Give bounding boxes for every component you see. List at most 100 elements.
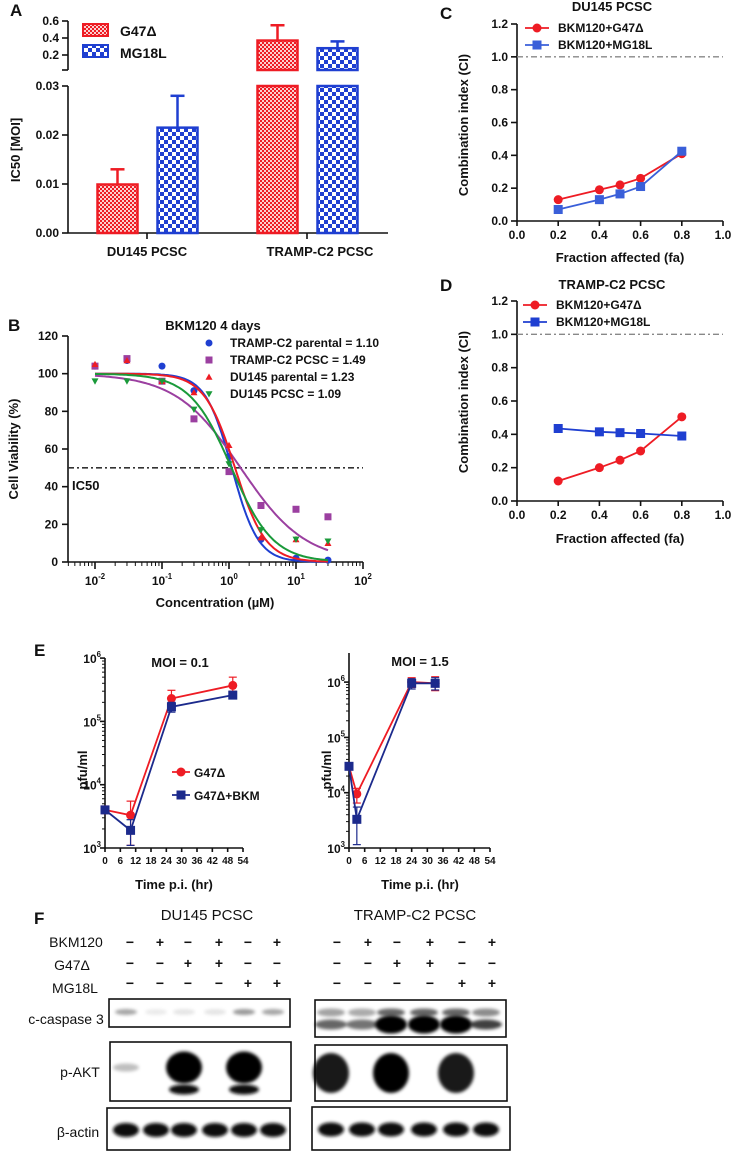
condition-sign: − — [426, 975, 434, 991]
data-point — [615, 428, 625, 438]
x-tick-label: 6 — [362, 856, 368, 867]
data-point — [190, 406, 198, 413]
data-point — [126, 825, 136, 835]
y-tick-label: 100 — [38, 367, 58, 381]
y-tick-label: 106 — [327, 674, 345, 690]
data-point — [225, 468, 233, 476]
data-point — [636, 429, 646, 438]
data-point — [352, 789, 362, 799]
y-tick-label: 40 — [45, 480, 59, 494]
panel-c-legend-label: BKM120+MG18L — [558, 38, 652, 52]
data-point — [594, 427, 604, 437]
blot-row-label: β-actin — [57, 1124, 99, 1140]
x-tick-label: 42 — [453, 856, 465, 867]
condition-sign: − — [126, 934, 134, 950]
condition-sign: − — [333, 955, 341, 971]
band — [202, 1123, 228, 1137]
band — [169, 1084, 199, 1095]
x-tick-label: 24 — [406, 856, 418, 867]
data-point — [225, 461, 233, 468]
data-point — [615, 189, 625, 199]
panel-letter-c: C — [440, 4, 452, 23]
condition-sign: − — [244, 955, 252, 971]
y-tick-label: 103 — [327, 840, 345, 856]
condition-sign: − — [126, 975, 134, 991]
legend-marker — [530, 300, 540, 310]
x-tick-label: 54 — [237, 856, 249, 867]
condition-sign: + — [426, 934, 434, 950]
x-tick-label: 1.0 — [715, 228, 732, 242]
legend-marker — [532, 40, 542, 50]
condition-sign: + — [156, 934, 164, 950]
blot-row-label: c-caspase 3 — [28, 1011, 104, 1027]
y-tick-label: 105 — [327, 729, 345, 745]
panel-letter-f: F — [34, 909, 44, 928]
panel-d-ylabel: Combination index (CI) — [456, 331, 471, 473]
band — [373, 1053, 409, 1093]
blot-frame — [108, 998, 291, 1028]
fit-curve — [95, 372, 329, 563]
y-tick-label: 103 — [83, 840, 101, 856]
legend-marker — [205, 391, 213, 398]
bar — [156, 126, 199, 235]
x-tick-label: 48 — [222, 856, 234, 867]
data-point — [158, 362, 166, 370]
condition-sign: + — [215, 934, 223, 950]
band — [315, 1019, 347, 1030]
condition-sign: − — [458, 934, 466, 950]
panel-b-xlabel: Concentration (µM) — [156, 595, 275, 610]
panel-letter-e: E — [34, 641, 45, 660]
panel-a-ylabel: IC50 [MOI] — [8, 118, 23, 182]
condition-sign: + — [364, 934, 372, 950]
band — [472, 1008, 500, 1017]
data-point — [158, 378, 166, 385]
data-point — [677, 431, 687, 441]
x-tick-label: 102 — [354, 572, 372, 588]
x-tick-label: 54 — [484, 856, 496, 867]
y-tick-label: 0.2 — [42, 48, 59, 62]
x-tick-label: 36 — [437, 856, 449, 867]
y-tick-label: 0.2 — [491, 461, 508, 475]
condition-sign: + — [488, 975, 496, 991]
band — [438, 1053, 474, 1093]
x-tick-label: 10-2 — [85, 572, 106, 588]
band — [173, 1009, 195, 1015]
condition-sign: − — [184, 934, 192, 950]
y-tick-label: 0 — [51, 555, 58, 569]
band — [375, 1015, 407, 1034]
panel-d-legend-label: BKM120+MG18L — [556, 315, 650, 329]
legend-marker — [205, 356, 213, 364]
data-point — [257, 534, 265, 541]
condition-sign: + — [273, 975, 281, 991]
blot-frame — [314, 999, 507, 1038]
condition-sign: + — [488, 934, 496, 950]
panel-letter-a: A — [10, 1, 22, 20]
band — [317, 1008, 345, 1017]
condition-sign: − — [333, 934, 341, 950]
x-tick-label: 42 — [207, 856, 219, 867]
x-tick-label: 24 — [161, 856, 173, 867]
band — [408, 1015, 440, 1034]
bar — [316, 46, 359, 72]
y-tick-label: 0.8 — [491, 361, 508, 375]
panel-letter-b: B — [8, 316, 20, 335]
bar — [96, 183, 139, 235]
legend-marker — [176, 790, 186, 800]
fit-curve — [94, 374, 329, 552]
y-tick-label: 0.00 — [36, 226, 60, 240]
data-point — [190, 415, 198, 423]
chart-marks: 0.000.010.020.030.20.40.6020406080100120… — [36, 14, 732, 1151]
data-point — [594, 185, 604, 195]
x-tick-label: 30 — [422, 856, 434, 867]
band — [411, 1122, 437, 1137]
y-tick-label: 0.01 — [36, 177, 60, 191]
y-tick-label: 80 — [45, 404, 59, 418]
series-line — [104, 684, 233, 817]
legend-marker — [205, 339, 213, 347]
data-point — [430, 678, 440, 688]
panel-c-xlabel: Fraction affected (fa) — [556, 250, 685, 265]
data-point — [91, 378, 99, 385]
y-tick-label: 0.6 — [42, 14, 59, 28]
x-tick-label: 100 — [220, 572, 238, 588]
band — [113, 1063, 139, 1072]
